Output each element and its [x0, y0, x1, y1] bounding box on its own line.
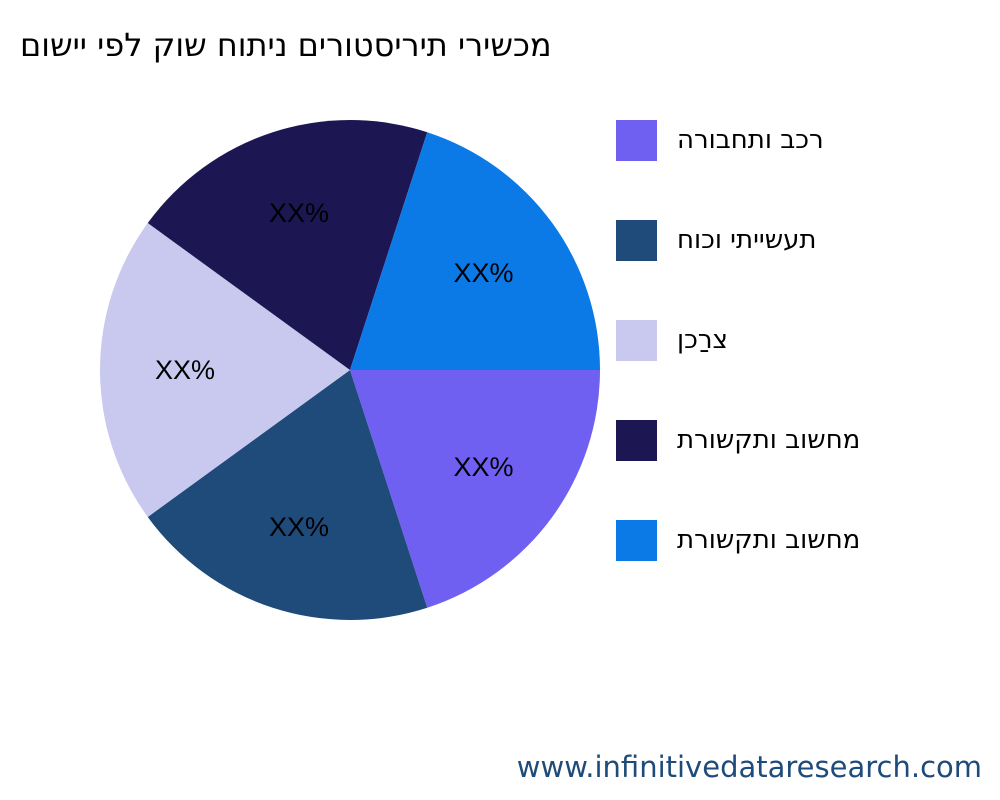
- legend-item: הרובחתו בכר: [616, 119, 824, 161]
- legend-swatch: [616, 419, 657, 461]
- legend-swatch: [616, 319, 657, 361]
- legend-swatch: [616, 519, 657, 561]
- legend-item: חוכו יתיישעת: [616, 219, 817, 261]
- legend-label: תרושקתו בושחמ: [677, 425, 861, 455]
- legend-swatch: [616, 219, 657, 261]
- pie-slice: [147, 370, 428, 620]
- legend-label: הרובחתו בכר: [677, 125, 824, 155]
- slice-data-label: XX%: [453, 258, 513, 288]
- legend-swatch: [616, 119, 657, 161]
- chart-title: םושיי יפל קוש חותינ םירוטסירית ירישכמ: [20, 26, 552, 64]
- pie-slice: [100, 223, 350, 517]
- legend-item: תרושקתו בושחמ: [616, 419, 861, 461]
- legend-label: תרושקתו בושחמ: [677, 525, 861, 555]
- slice-data-label: XX%: [453, 452, 513, 482]
- slice-data-label: XX%: [269, 512, 329, 542]
- legend-item: ןכרַצ: [616, 319, 728, 361]
- legend-label: חוכו יתיישעת: [677, 225, 817, 255]
- pie-slice: [350, 370, 600, 608]
- pie-slice: [350, 132, 600, 370]
- slice-data-label: XX%: [269, 198, 329, 228]
- footer-url[interactable]: www.infinitivedataresearch.com: [516, 750, 982, 784]
- legend-item: תרושקתו בושחמ: [616, 519, 861, 561]
- slice-data-label: XX%: [155, 355, 215, 385]
- pie-slice: [147, 120, 428, 370]
- legend-label: ןכרַצ: [677, 325, 728, 355]
